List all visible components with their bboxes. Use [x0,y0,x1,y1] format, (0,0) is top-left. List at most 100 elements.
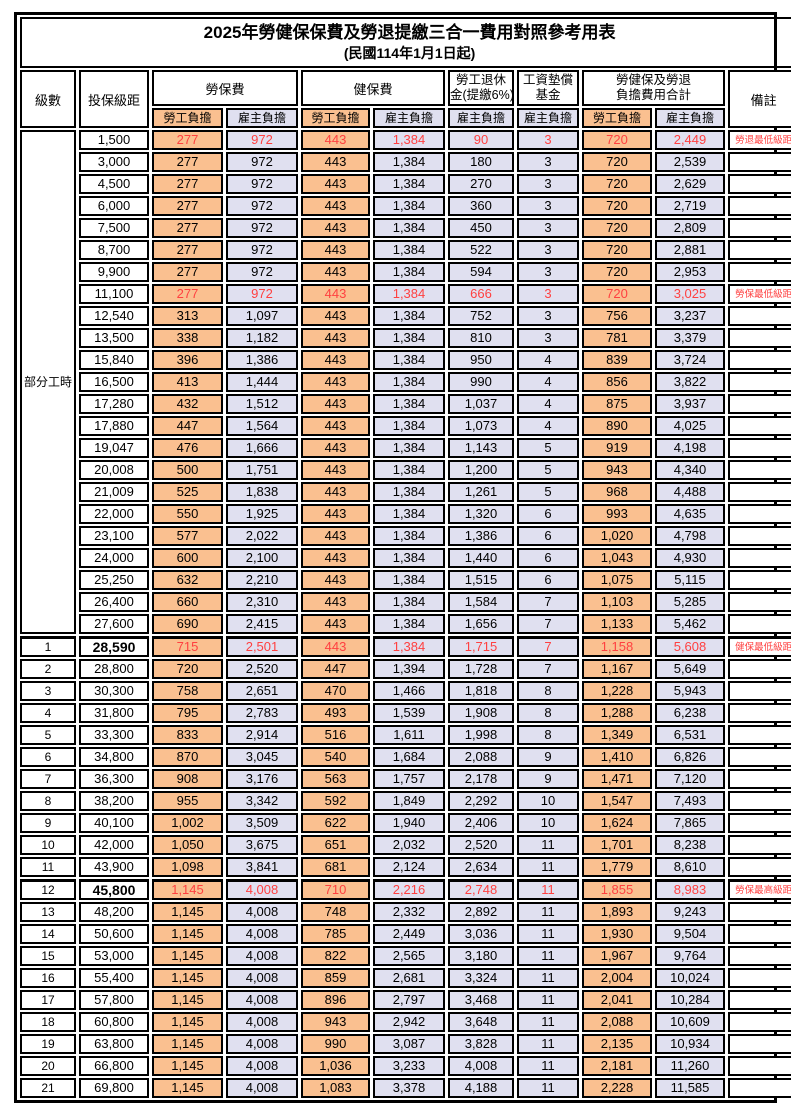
cell-wage-fund-employer: 4 [517,372,579,392]
table-row: 17,280 432 1,512 443 1,384 1,037 4 875 3,937 [20,394,791,414]
cell-health-employer: 1,940 [373,813,445,833]
cell-health-employer: 1,757 [373,769,445,789]
cell-labor-employee: 720 [152,659,223,679]
cell-health-employee: 470 [301,681,370,701]
cell-labor-employee: 413 [152,372,223,392]
cell-labor-employer: 3,342 [226,791,298,811]
cell-level: 11 [20,857,76,877]
cell-labor-employer: 1,097 [226,306,298,326]
cell-salary: 12,540 [79,306,149,326]
cell-level: 14 [20,924,76,944]
cell-pension-employer: 1,715 [448,636,514,657]
cell-labor-employee: 476 [152,438,223,458]
cell-labor-employer: 4,008 [226,1056,298,1076]
table-row: 3,000 277 972 443 1,384 180 3 720 2,539 [20,152,791,172]
cell-total-employer: 5,115 [655,570,725,590]
cell-total-employer: 4,025 [655,416,725,436]
cell-total-employer: 2,719 [655,196,725,216]
cell-pension-employer: 950 [448,350,514,370]
cell-labor-employer: 2,651 [226,681,298,701]
table-row: 7 36,300 908 3,176 563 1,757 2,178 9 1,471 7,120 [20,769,791,789]
cell-salary: 26,400 [79,592,149,612]
cell-total-employer: 4,340 [655,460,725,480]
subheader-health-employer: 雇主負擔 [373,108,445,128]
cell-level: 7 [20,769,76,789]
cell-wage-fund-employer: 4 [517,416,579,436]
cell-health-employee: 443 [301,636,370,657]
cell-total-employer: 5,943 [655,681,725,701]
cell-pension-employer: 666 [448,284,514,304]
cell-health-employer: 2,124 [373,857,445,877]
cell-note [728,946,791,966]
cell-note: 勞保最低級距 [728,284,791,304]
cell-salary: 48,200 [79,902,149,922]
cell-salary: 28,590 [79,636,149,657]
cell-total-employee: 720 [582,130,652,150]
table-row: 13,500 338 1,182 443 1,384 810 3 781 3,379 [20,328,791,348]
cell-note [728,813,791,833]
cell-pension-employer: 270 [448,174,514,194]
cell-total-employee: 1,410 [582,747,652,767]
cell-health-employee: 443 [301,592,370,612]
cell-salary: 50,600 [79,924,149,944]
table-row: 21 69,800 1,145 4,008 1,083 3,378 4,188 11 2,228… [20,1078,791,1098]
cell-wage-fund-employer: 9 [517,747,579,767]
cell-wage-fund-employer: 11 [517,1012,579,1032]
cell-total-employer: 10,024 [655,968,725,988]
cell-wage-fund-employer: 3 [517,152,579,172]
cell-salary: 20,008 [79,460,149,480]
cell-total-employer: 2,629 [655,174,725,194]
cell-note [728,725,791,745]
cell-total-employer: 7,120 [655,769,725,789]
table-row: 15 53,000 1,145 4,008 822 2,565 3,180 11 1,967 9,… [20,946,791,966]
cell-total-employee: 856 [582,372,652,392]
cell-labor-employer: 4,008 [226,902,298,922]
cell-salary: 33,300 [79,725,149,745]
cell-health-employee: 1,083 [301,1078,370,1098]
header-sub-row: 勞工負擔 雇主負擔 勞工負擔 雇主負擔 雇主負擔 雇主負擔 勞工負擔 雇主負擔 [20,108,791,128]
cell-health-employer: 2,681 [373,968,445,988]
cell-total-employee: 720 [582,152,652,172]
cell-health-employer: 1,384 [373,372,445,392]
cell-pension-employer: 1,037 [448,394,514,414]
cell-total-employee: 839 [582,350,652,370]
cell-total-employer: 5,649 [655,659,725,679]
cell-pension-employer: 1,656 [448,614,514,634]
cell-wage-fund-employer: 6 [517,526,579,546]
cell-note [728,394,791,414]
cell-labor-employee: 1,145 [152,924,223,944]
cell-labor-employee: 277 [152,284,223,304]
cell-labor-employer: 972 [226,196,298,216]
table-row: 24,000 600 2,100 443 1,384 1,440 6 1,043 4,930 [20,548,791,568]
subheader-total-employer: 雇主負擔 [655,108,725,128]
cell-total-employee: 1,855 [582,879,652,900]
table-row: 16 55,400 1,145 4,008 859 2,681 3,324 11 2,004 10… [20,968,791,988]
cell-total-employer: 8,983 [655,879,725,900]
cell-note [728,1034,791,1054]
cell-health-employer: 1,384 [373,460,445,480]
contribution-table: 2025年勞健保保費及勞退提繳三合一費用對照參考用表 (民國114年1月1日起)… [17,15,791,1100]
cell-note [728,372,791,392]
cell-salary: 40,100 [79,813,149,833]
cell-note [728,482,791,502]
col-header-labor: 勞保費 [152,70,298,106]
cell-health-employee: 516 [301,725,370,745]
cell-pension-employer: 4,188 [448,1078,514,1098]
cell-labor-employee: 1,050 [152,835,223,855]
cell-total-employer: 3,025 [655,284,725,304]
cell-health-employer: 2,565 [373,946,445,966]
cell-total-employee: 943 [582,460,652,480]
cell-wage-fund-employer: 11 [517,968,579,988]
cell-labor-employer: 2,783 [226,703,298,723]
cell-pension-employer: 1,584 [448,592,514,612]
cell-salary: 17,280 [79,394,149,414]
table-row: 12 45,800 1,145 4,008 710 2,216 2,748 11 1,855 8,… [20,879,791,900]
cell-total-employee: 875 [582,394,652,414]
cell-total-employee: 720 [582,284,652,304]
cell-note [728,174,791,194]
table-row: 6,000 277 972 443 1,384 360 3 720 2,719 [20,196,791,216]
cell-labor-employer: 3,675 [226,835,298,855]
cell-salary: 6,000 [79,196,149,216]
cell-total-employer: 2,809 [655,218,725,238]
cell-pension-employer: 2,406 [448,813,514,833]
